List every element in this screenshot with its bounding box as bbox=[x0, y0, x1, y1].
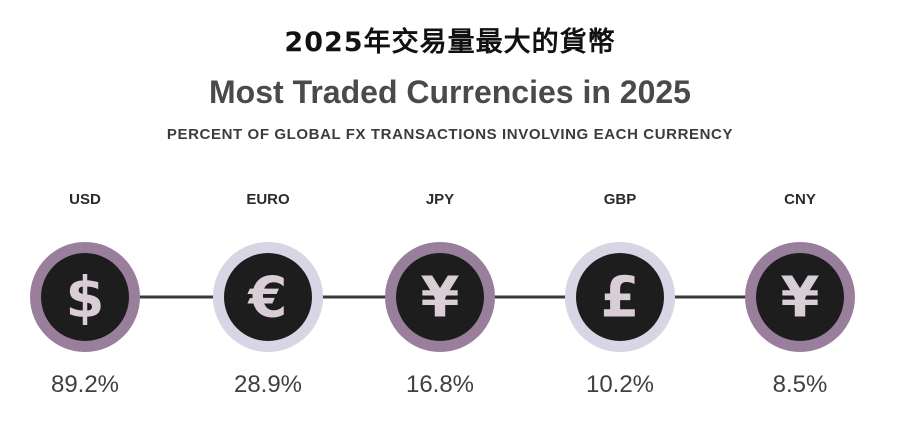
currency-code-euro: EURO bbox=[246, 191, 290, 208]
chart-subtitle: PERCENT OF GLOBAL FX TRANSACTIONS INVOLV… bbox=[166, 126, 734, 143]
value-label-gbp: 10.2% bbox=[586, 371, 654, 398]
value-label-cny: 8.5% bbox=[773, 371, 828, 398]
chinese-title: 2025年交易量最大的貨幣 bbox=[284, 27, 616, 58]
currency-code-usd: USD bbox=[69, 191, 101, 208]
currency-code-jpy: JPY bbox=[426, 191, 454, 208]
currency-code-cny: CNY bbox=[784, 191, 816, 208]
value-label-usd: 89.2% bbox=[51, 371, 119, 398]
euro-icon: € bbox=[247, 266, 288, 331]
currency-badge-cny bbox=[756, 253, 844, 341]
dollar-icon: $ bbox=[66, 266, 105, 331]
currency-badge-usd bbox=[41, 253, 129, 341]
yen-icon: ¥ bbox=[421, 266, 460, 331]
chart-title: Most Traded Currencies in 2025 bbox=[209, 74, 691, 110]
currency-badge-jpy bbox=[396, 253, 484, 341]
yuan-icon: ¥ bbox=[781, 266, 820, 331]
currency-badge-euro bbox=[224, 253, 312, 341]
currency-code-gbp: GBP bbox=[604, 191, 637, 208]
value-label-jpy: 16.8% bbox=[406, 371, 474, 398]
value-label-euro: 28.9% bbox=[234, 371, 302, 398]
pound-icon: £ bbox=[601, 266, 640, 331]
currency-badge-gbp bbox=[576, 253, 664, 341]
